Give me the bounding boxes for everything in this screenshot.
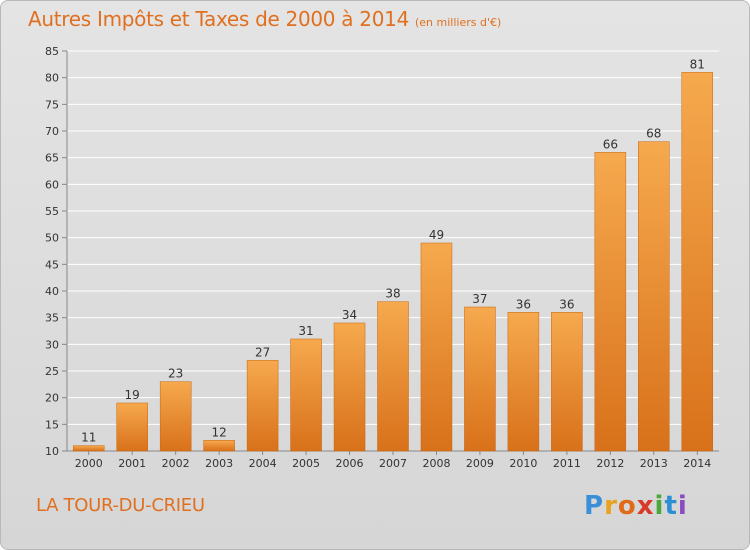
y-tick-label: 75 xyxy=(45,98,59,111)
x-tick-label: 2002 xyxy=(162,457,190,470)
bar xyxy=(377,301,409,452)
bar xyxy=(246,360,279,452)
bar-value-label: 12 xyxy=(211,425,226,439)
y-tick-label: 65 xyxy=(45,152,59,165)
logo-letter: P xyxy=(584,491,605,521)
x-tick-label: 2005 xyxy=(292,457,320,470)
y-tick-label: 70 xyxy=(45,125,59,138)
bar-value-label: 31 xyxy=(298,324,313,338)
logo-letter: t xyxy=(664,491,678,521)
y-tick-label: 35 xyxy=(45,312,59,325)
bar xyxy=(594,152,627,452)
y-tick-label: 25 xyxy=(45,365,59,378)
bar-value-label: 27 xyxy=(255,345,270,359)
proxiti-logo[interactable]: Proxiti xyxy=(584,491,688,521)
bar-value-label: 36 xyxy=(516,297,531,311)
logo-letter: o xyxy=(617,491,637,521)
commune-name: LA TOUR-DU-CRIEU xyxy=(36,495,205,516)
logo-letter: x xyxy=(636,491,655,521)
bar xyxy=(290,338,322,452)
bar xyxy=(507,312,540,452)
x-tick-label: 2013 xyxy=(640,457,668,470)
bar-value-label: 68 xyxy=(646,127,661,141)
x-tick-label: 2000 xyxy=(75,457,103,470)
x-tick-label: 2008 xyxy=(422,457,450,470)
x-tick-label: 2012 xyxy=(596,457,624,470)
y-tick-label: 10 xyxy=(45,445,59,458)
bar xyxy=(333,322,366,452)
y-tick-label: 20 xyxy=(45,392,59,405)
bar-value-label: 11 xyxy=(81,431,96,445)
x-tick-label: 2011 xyxy=(553,457,581,470)
y-tick-label: 50 xyxy=(45,232,59,245)
chart-unit: (en milliers d'€) xyxy=(415,16,502,29)
x-tick-label: 2007 xyxy=(379,457,407,470)
logo-letter: i xyxy=(677,491,688,521)
bar-value-label: 34 xyxy=(342,308,357,322)
y-tick-label: 40 xyxy=(45,285,59,298)
bar-value-label: 23 xyxy=(168,367,183,381)
bar-value-label: 66 xyxy=(603,137,618,151)
chart-title-text: Autres Impôts et Taxes de 2000 à 2014 xyxy=(28,7,409,31)
y-tick-label: 80 xyxy=(45,72,59,85)
y-tick-label: 55 xyxy=(45,205,59,218)
x-tick-label: 2004 xyxy=(249,457,277,470)
bar-value-label: 19 xyxy=(125,388,140,402)
x-tick-label: 2001 xyxy=(118,457,146,470)
bar xyxy=(420,242,453,452)
x-tick-label: 2006 xyxy=(336,457,364,470)
y-tick-label: 60 xyxy=(45,178,59,191)
bar-value-label: 49 xyxy=(429,228,444,242)
bar xyxy=(72,445,105,452)
bar-value-label: 38 xyxy=(385,287,400,301)
logo-letter: r xyxy=(604,491,618,521)
bar-value-label: 37 xyxy=(472,292,487,306)
x-tick-label: 2003 xyxy=(205,457,233,470)
bar xyxy=(681,72,714,452)
bar xyxy=(638,141,670,452)
y-tick-label: 30 xyxy=(45,338,59,351)
y-tick-label: 45 xyxy=(45,258,59,271)
x-tick-label: 2009 xyxy=(466,457,494,470)
y-tick-label: 15 xyxy=(45,418,59,431)
bar xyxy=(551,312,583,452)
bar xyxy=(159,381,192,452)
bar xyxy=(464,306,496,452)
chart-title: Autres Impôts et Taxes de 2000 à 2014 (en… xyxy=(28,7,501,31)
x-tick-label: 2014 xyxy=(683,457,711,470)
logo-letter: i xyxy=(654,491,665,521)
bar xyxy=(116,402,148,452)
bar xyxy=(203,440,235,452)
bar-value-label: 81 xyxy=(690,57,705,71)
y-tick-label: 85 xyxy=(45,45,59,58)
x-tick-label: 2010 xyxy=(509,457,537,470)
bar-value-label: 36 xyxy=(559,297,574,311)
